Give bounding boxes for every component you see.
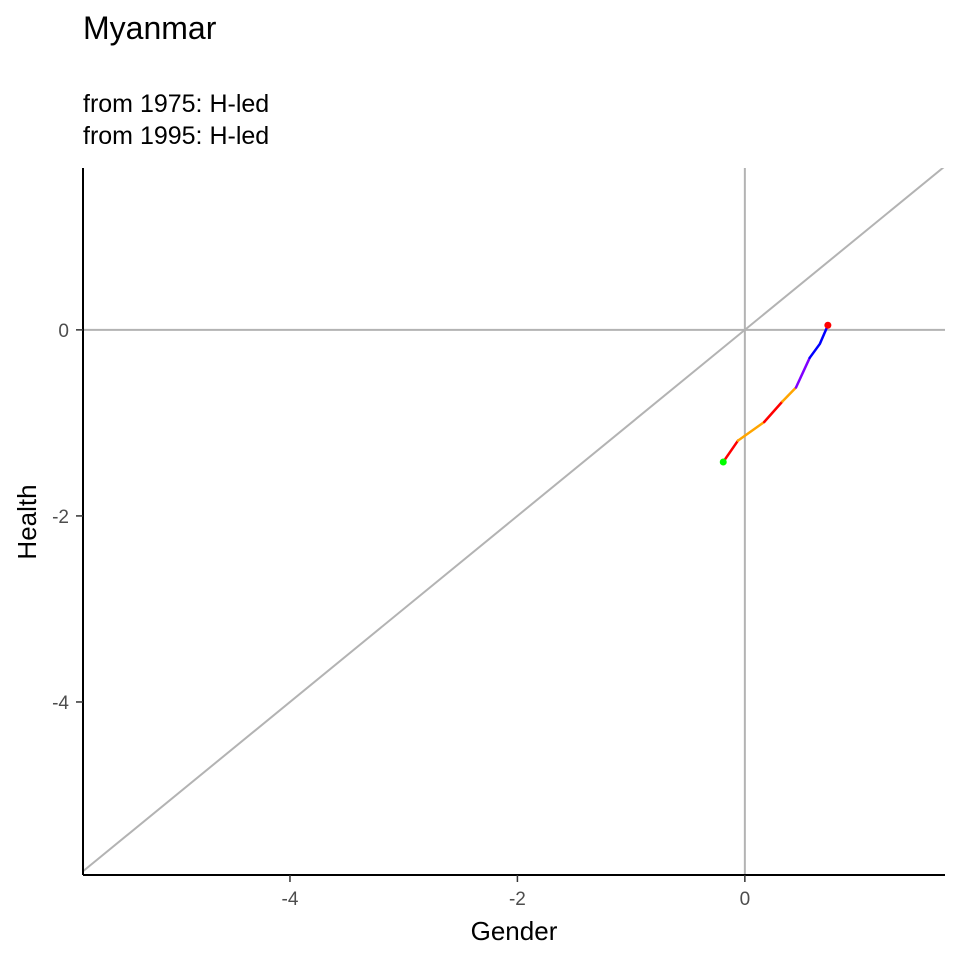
data-markers [719, 321, 832, 466]
x-tick-label: -4 [282, 889, 299, 910]
y-tick-label: -4 [52, 693, 69, 714]
data-series [721, 323, 830, 464]
chart-subtitle-line-2: from 1995: H-led [83, 122, 270, 150]
series-segment-1 [721, 439, 740, 464]
chart-title: Myanmar [83, 10, 217, 46]
x-tick-label: -2 [509, 889, 526, 910]
series-segment-2 [736, 420, 766, 442]
axes: -4 -2 0 0 -2 -4 [52, 168, 945, 910]
y-axis-title: Health [12, 484, 42, 559]
series-segment-3 [762, 400, 784, 424]
data-point-marker-1 [719, 458, 727, 466]
y-tick-label: 0 [58, 321, 69, 342]
x-tick-label: 0 [740, 889, 751, 910]
reference-lines [83, 168, 945, 875]
reference-line-diagonal [83, 168, 945, 873]
series-segment-5 [794, 356, 811, 389]
y-tick-label: -2 [52, 507, 69, 528]
chart-subtitle-line-1: from 1975: H-led [83, 90, 270, 118]
series-segment-4 [781, 386, 798, 403]
series-segment-6 [808, 323, 830, 360]
x-axis-title: Gender [471, 916, 558, 946]
data-point-marker-2 [824, 321, 832, 329]
